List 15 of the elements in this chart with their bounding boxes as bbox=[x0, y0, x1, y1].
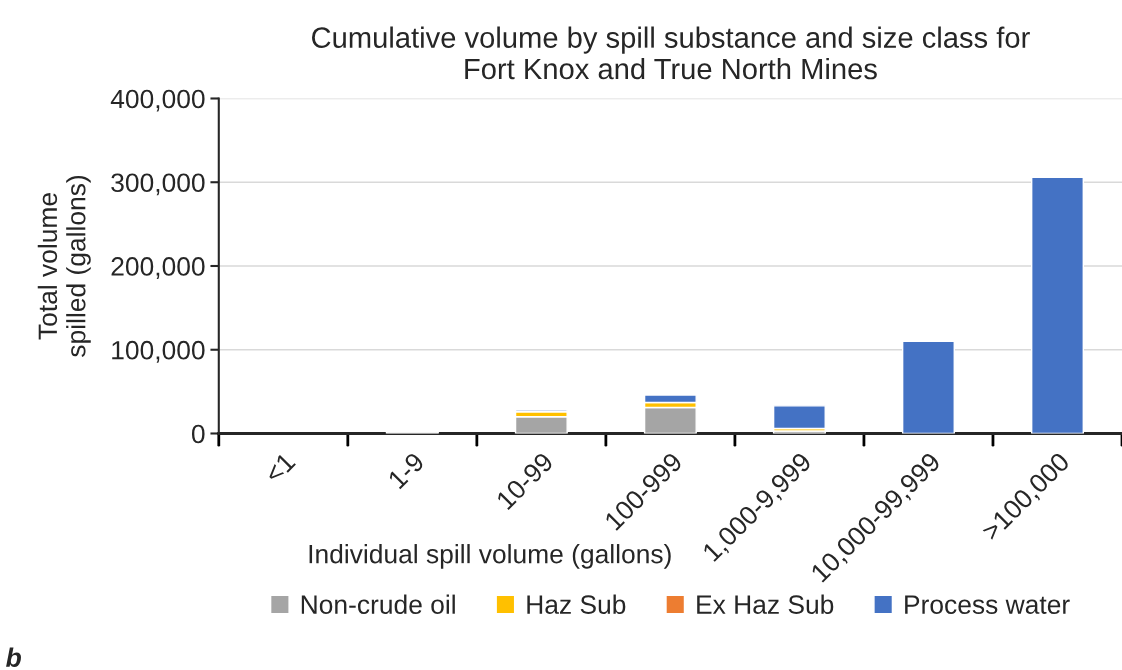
x-tick-label: <1 bbox=[263, 451, 296, 485]
x-axis-title: Individual spill volume (gallons) bbox=[309, 544, 671, 569]
y-tick-label: 300,000 bbox=[111, 173, 205, 196]
x-tick-label: 1-9 bbox=[387, 451, 426, 490]
legend-label: Ex Haz Sub bbox=[697, 594, 834, 614]
y-tick-label: 100,000 bbox=[112, 340, 205, 363]
legend-label: Process water bbox=[905, 595, 1070, 614]
y-tick-label: 200,000 bbox=[111, 257, 205, 279]
y-tick-label: 0 bbox=[191, 424, 205, 444]
y-axis-title: Total volume spilled (gallons) bbox=[37, 175, 91, 357]
legend-label: Haz Sub bbox=[527, 594, 626, 614]
y-tick-label: 400,000 bbox=[110, 89, 205, 112]
text: b bbox=[6, 647, 21, 667]
legend-label: Non-crude oil bbox=[301, 594, 455, 614]
chart-title: Cumulative volume by spill substance and size class for Fort Knox and True North Mines bbox=[312, 26, 1030, 80]
